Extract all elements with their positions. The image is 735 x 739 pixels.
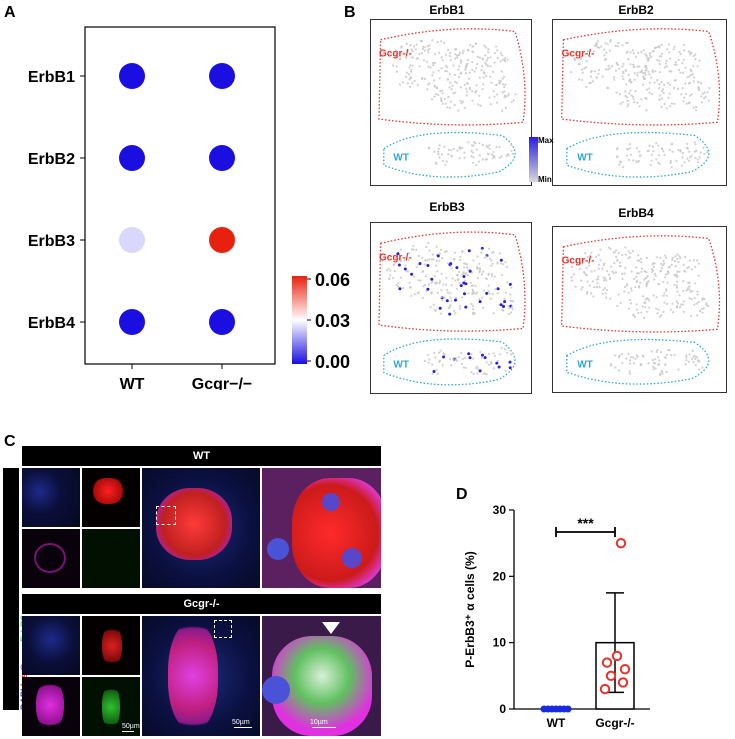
- wt-cluster-outline: [383, 131, 516, 178]
- cell-dots: [392, 39, 517, 167]
- y-tick-label: 10: [493, 636, 507, 650]
- wt-merge-image: [142, 468, 260, 588]
- panel-label-a: A: [4, 4, 16, 21]
- wt-ins-image: [82, 468, 140, 527]
- y-tick-label: 0: [499, 702, 506, 716]
- dot: [119, 309, 145, 335]
- gcgr-cluster-outline: [560, 28, 721, 126]
- row-label: ErbB2: [28, 151, 75, 168]
- wt-cluster-label: WT: [393, 360, 409, 371]
- dot-plot-frame: [84, 26, 276, 365]
- scalebar-label-small: 50µm: [122, 723, 140, 730]
- colorbar-tick-label: 0.00: [315, 352, 350, 372]
- gcgr-zoom-image: 10µm: [262, 616, 381, 736]
- colorbar-tick-label: 0.06: [315, 270, 350, 290]
- gcgr-cluster-label: Gcgr-/-: [562, 255, 595, 266]
- panel-label-d: D: [456, 486, 468, 503]
- dot: [119, 63, 145, 89]
- row-label: ErbB3: [28, 233, 75, 250]
- wt-cluster-label: WT: [577, 359, 593, 370]
- tsne-plot-erbb2: Gcgr-/- WT: [552, 19, 727, 186]
- tsne-legend-max: Max: [538, 136, 554, 145]
- tsne-title-erbb3: ErbB3: [429, 200, 465, 214]
- tsne-title-erbb2: ErbB2: [618, 3, 654, 17]
- wt-zoom-image: [262, 468, 381, 588]
- row-label: ErbB4: [28, 315, 75, 332]
- scalebar-label-zoom: 10µm: [310, 719, 328, 726]
- gcgr-perbb3-image: 50µm: [82, 677, 140, 736]
- cell-dots: [570, 246, 710, 377]
- cell-dots: [385, 241, 515, 376]
- tsne-plot-erbb4: Gcgr-/- WT: [552, 226, 727, 393]
- wt-cluster-outline: [566, 131, 710, 178]
- bar-chart: 0 10 20 30 P-ErbB3⁺ α cells (%) WT Gcgr-/- ***: [463, 503, 650, 730]
- dot: [209, 309, 235, 335]
- dot: [119, 145, 145, 171]
- wt-cluster-label: WT: [577, 152, 593, 163]
- dot: [209, 63, 235, 89]
- gcgr-cluster-label: Gcgr-/-: [379, 48, 412, 59]
- tsne-plot-erbb3: Gcgr-/- WT: [370, 222, 532, 394]
- y-tick-label: 20: [493, 569, 507, 583]
- cell-dots: [569, 39, 711, 169]
- gcgr-data-point: [605, 670, 617, 682]
- gcgr-data-point: [611, 650, 623, 662]
- gcgr-section-title: Gcgr-/-: [22, 594, 381, 614]
- y-tick-label: 30: [493, 503, 507, 517]
- panel-label-c: C: [4, 433, 16, 450]
- colorbar: [292, 276, 307, 364]
- wt-perbb3-image: [82, 529, 140, 588]
- gcgr-cluster-outline: [378, 28, 526, 126]
- gcgr-cluster-outline: [560, 235, 721, 333]
- tsne-legend-bar: [529, 137, 538, 182]
- tsne-title-erbb1: ErbB1: [429, 3, 465, 17]
- column-label: WT: [120, 376, 145, 390]
- tsne-title-erbb4: ErbB4: [618, 206, 654, 220]
- gcgr-cluster-label: Gcgr-/-: [562, 48, 595, 59]
- significance-label: ***: [577, 515, 594, 531]
- gcgr-cluster-outline: [378, 231, 526, 332]
- scalebar-label-merge: 50µm: [232, 719, 250, 726]
- stain-legend: DAPI/Ins/Gcg/p-ErbB3: [3, 468, 29, 710]
- colorbar-tick-label: 0.03: [315, 311, 350, 331]
- row-label: ErbB1: [28, 69, 75, 86]
- wt-data-point: [564, 705, 572, 713]
- gcgr-data-point: [599, 683, 611, 695]
- wt-cluster-outline: [566, 338, 710, 385]
- wt-cluster-label: WT: [393, 152, 409, 163]
- gcgr-data-point: [615, 537, 627, 549]
- tsne-legend-min: Min: [538, 175, 552, 184]
- panel-label-b: B: [344, 4, 356, 21]
- dot: [209, 227, 235, 253]
- y-axis-label: P-ErbB3⁺ α cells (%): [463, 551, 477, 667]
- wt-gcg-image: [22, 529, 80, 588]
- gcgr-data-point: [617, 677, 629, 688]
- wt-dapi-image: [22, 468, 80, 527]
- column-label: Gcgr−/−: [192, 376, 252, 390]
- x-tick-label: Gcgr-/-: [595, 716, 634, 730]
- gcgr-data-point: [619, 664, 631, 675]
- dot: [119, 227, 145, 253]
- gcgr-data-point: [601, 657, 613, 668]
- gcgr-dapi-image: [22, 616, 80, 675]
- gcgr-merge-image: 50µm: [142, 616, 260, 736]
- dot-plot: ErbB1 ErbB2 ErbB3 ErbB4 WT Gcgr−/− 0.06 0.03 0.0…: [28, 26, 350, 390]
- gcgr-gcg-image: [22, 677, 80, 736]
- x-tick-label: WT: [547, 716, 566, 730]
- wt-section-title: WT: [22, 446, 381, 466]
- gcgr-cluster-label: Gcgr-/-: [379, 252, 412, 263]
- tsne-plot-erbb1: Gcgr-/- WT: [370, 19, 532, 186]
- gcgr-ins-image: [82, 616, 140, 675]
- dot: [209, 145, 235, 171]
